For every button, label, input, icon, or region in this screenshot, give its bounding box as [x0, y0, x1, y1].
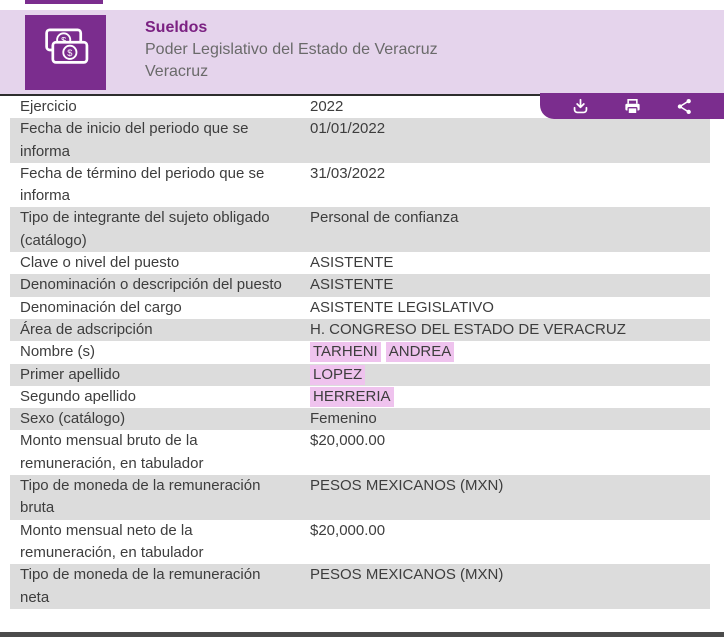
value-text: $20,000.00	[310, 432, 386, 450]
table-row: Denominación o descripción del puesto AS…	[10, 274, 710, 297]
field-label: Monto mensual neto de la remuneración, e…	[20, 521, 204, 561]
table-row: Fecha de inicio del periodo que se infor…	[10, 118, 710, 163]
field-value: PESOS MEXICANOS (MXN)	[310, 564, 710, 586]
value-text: ASISTENTE LEGISLATIVO	[310, 298, 494, 316]
banknotes-icon: $ $	[35, 21, 97, 84]
field-value: H. CONGRESO DEL ESTADO DE VERACRUZ	[310, 319, 710, 341]
field-label: Ejercicio	[20, 98, 77, 115]
value-text: 01/01/2022	[310, 120, 386, 138]
field-value: $20,000.00	[310, 520, 710, 542]
field-value: 31/03/2022	[310, 163, 710, 185]
share-button[interactable]	[669, 94, 699, 118]
header-divider	[0, 94, 724, 96]
field-label: Tipo de moneda de la remuneración bruta	[20, 477, 261, 517]
page-header: $ $ Sueldos Poder Legislativo del Estado…	[0, 10, 724, 94]
field-label: Clave o nivel del puesto	[20, 254, 180, 272]
field-label: Sexo (catálogo)	[20, 410, 126, 428]
table-row: Clave o nivel del puesto ASISTENTE	[10, 252, 710, 275]
highlighted-value: TARHENI	[310, 342, 381, 363]
field-label: Segundo apellido	[20, 387, 136, 405]
value-text: H. CONGRESO DEL ESTADO DE VERACRUZ	[310, 320, 626, 338]
field-label: Denominación o descripción del puesto	[20, 276, 282, 294]
table-row: Tipo de moneda de la remuneración bruta …	[10, 475, 710, 520]
field-label: Área de adscripción	[20, 320, 153, 338]
table-row: Denominación del cargo ASISTENTE LEGISLA…	[10, 296, 710, 319]
section-icon-box: $ $	[25, 15, 106, 90]
field-value: Femenino	[310, 408, 710, 430]
field-value: $20,000.00	[310, 430, 710, 452]
header-text: Sueldos Poder Legislativo del Estado de …	[145, 17, 438, 83]
field-label: Nombre (s)	[20, 343, 96, 361]
table-row: Nombre (s) TARHENI ANDREA	[10, 341, 710, 364]
svg-text:$: $	[61, 35, 67, 45]
field-value: PESOS MEXICANOS (MXN)	[310, 475, 710, 497]
highlighted-value: ANDREA	[385, 342, 455, 363]
table-row: Fecha de término del periodo que se info…	[10, 162, 710, 208]
field-value: ASISTENTE	[310, 274, 710, 296]
field-label: Tipo de moneda de la remuneración neta	[20, 566, 261, 606]
field-value: Personal de confianza	[310, 207, 710, 229]
field-label: Primer apellido	[20, 365, 121, 383]
table-row: Segundo apellido HERRERIA	[10, 385, 710, 409]
value-text: 2022	[310, 98, 344, 115]
svg-text:$: $	[67, 48, 73, 58]
field-label: Monto mensual bruto de la remuneración, …	[20, 432, 204, 472]
field-value: 01/01/2022	[310, 118, 710, 140]
page-title: Sueldos	[145, 19, 208, 36]
table-row: Monto mensual neto de la remuneración, e…	[10, 519, 710, 565]
value-text: Personal de confianza	[310, 209, 459, 227]
download-button[interactable]	[565, 94, 595, 118]
share-icon	[675, 97, 694, 116]
header-state: Veracruz	[145, 63, 209, 80]
value-text: $20,000.00	[310, 521, 386, 539]
value-text: PESOS MEXICANOS (MXN)	[310, 477, 504, 495]
value-text: 31/03/2022	[310, 164, 386, 182]
highlighted-value: HERRERIA	[310, 386, 394, 407]
field-value: LOPEZ	[310, 364, 710, 386]
detail-table: Ejercicio 2022 Fecha de inicio del perio…	[10, 96, 710, 609]
field-label: Fecha de inicio del periodo que se infor…	[20, 120, 249, 160]
table-row: Monto mensual bruto de la remuneración, …	[10, 430, 710, 476]
field-value: TARHENI ANDREA	[310, 341, 710, 363]
field-value: 2022	[310, 96, 710, 118]
value-text: PESOS MEXICANOS (MXN)	[310, 566, 504, 584]
field-label: Tipo de integrante del sujeto obligado (…	[20, 209, 270, 249]
field-value: ASISTENTE	[310, 252, 710, 274]
field-label: Fecha de término del periodo que se info…	[20, 164, 265, 205]
table-row: Ejercicio 2022	[10, 96, 710, 119]
printer-icon	[623, 97, 642, 116]
field-label: Denominación del cargo	[20, 298, 182, 316]
active-tab-indicator	[25, 0, 103, 4]
value-text: ASISTENTE	[310, 254, 394, 272]
bottom-bar	[0, 632, 724, 637]
header-organization: Poder Legislativo del Estado de Veracruz	[145, 41, 438, 58]
field-value: ASISTENTE LEGISLATIVO	[310, 297, 710, 319]
table-row: Tipo de integrante del sujeto obligado (…	[10, 207, 710, 253]
table-row: Sexo (catálogo) Femenino	[10, 408, 710, 431]
table-row: Primer apellido LOPEZ	[10, 363, 710, 386]
download-icon	[571, 97, 590, 116]
table-row: Área de adscripción H. CONGRESO DEL ESTA…	[10, 318, 710, 342]
table-row: Tipo de moneda de la remuneración neta P…	[10, 564, 710, 609]
actions-toolbar	[540, 93, 724, 119]
field-value: HERRERIA	[310, 386, 710, 408]
value-text: Femenino	[310, 410, 377, 428]
highlighted-value: LOPEZ	[310, 364, 366, 385]
print-button[interactable]	[617, 94, 647, 118]
value-text: ASISTENTE	[310, 276, 394, 294]
